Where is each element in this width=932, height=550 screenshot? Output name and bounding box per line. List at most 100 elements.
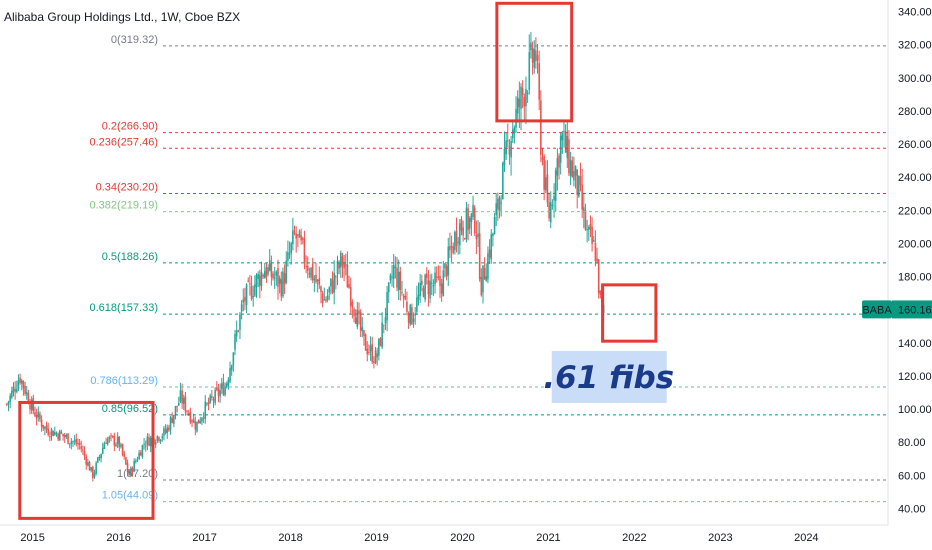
candle-body: [425, 273, 428, 278]
candle-body: [553, 195, 555, 201]
candle-body: [561, 133, 564, 141]
candle-body: [287, 251, 289, 261]
y-tick-label: 300.00: [898, 73, 932, 85]
candle-body: [371, 344, 374, 362]
candle-body: [275, 271, 278, 277]
candle-body: [346, 264, 349, 288]
candle-body: [387, 282, 390, 293]
candle-body: [293, 232, 296, 234]
candle-body: [586, 229, 588, 231]
candle-body: [473, 207, 476, 234]
candle-body: [328, 287, 331, 293]
candle-body: [500, 202, 502, 204]
candle-body: [12, 386, 15, 393]
candle-body: [391, 276, 393, 278]
candle-body: [111, 435, 114, 438]
candle-body: [20, 380, 23, 384]
candle-body: [440, 283, 443, 294]
candle-body: [566, 136, 569, 158]
candle-body: [295, 233, 297, 239]
candle-body: [323, 299, 326, 301]
candle-body: [543, 156, 545, 190]
candle-body: [444, 263, 446, 269]
candle-body: [92, 466, 94, 479]
candle-body: [262, 275, 264, 277]
candle-body: [73, 440, 76, 442]
candle-body: [212, 399, 215, 401]
candle-body: [359, 311, 362, 331]
candle-body: [229, 368, 231, 382]
candle-body: [556, 158, 559, 176]
y-tick-label: 260.00: [898, 139, 932, 151]
fib-label: 0.236(257.46): [90, 136, 159, 148]
candle-body: [222, 382, 225, 395]
candle-body: [168, 427, 170, 431]
candle-body: [120, 444, 122, 447]
candle-body: [394, 266, 397, 268]
candle-body: [118, 436, 121, 447]
x-tick-label: 2015: [20, 532, 44, 544]
candle-body: [452, 246, 455, 253]
candle-body: [376, 353, 378, 358]
candle-body: [219, 390, 221, 397]
box-layer: [18, 1, 658, 520]
candle-body: [70, 441, 73, 444]
y-tick-label: 100.00: [898, 404, 932, 416]
candle-body: [90, 467, 92, 471]
candle-body: [439, 275, 441, 287]
candle-body: [136, 459, 139, 461]
candle-body: [108, 436, 111, 439]
y-tick-label: 340.00: [898, 7, 932, 19]
candle-body: [541, 157, 544, 161]
x-tick-label: 2017: [192, 532, 216, 544]
candle-body: [300, 235, 302, 241]
candle-body: [445, 265, 448, 277]
candle-body: [457, 241, 459, 243]
candle-body: [478, 233, 481, 280]
candle-body: [535, 50, 537, 62]
candle-body: [169, 417, 172, 430]
candle-body: [62, 433, 64, 437]
candle-body: [574, 165, 577, 176]
candle-body: [437, 276, 440, 278]
x-tick-label: 2018: [278, 532, 302, 544]
candle-body: [113, 436, 116, 446]
candle-body: [217, 388, 220, 396]
candle-body: [103, 443, 106, 449]
candle-body: [321, 293, 324, 304]
candle-body: [409, 305, 412, 325]
candle-body: [576, 170, 579, 195]
candle-body: [508, 146, 511, 155]
x-tick-label: 2022: [622, 532, 646, 544]
price-axis[interactable]: 40.0060.0080.00100.00120.00140.00160.001…: [898, 7, 932, 516]
candle-body: [57, 433, 59, 440]
candle-body: [487, 253, 489, 280]
candle-body: [414, 314, 417, 316]
candle-body: [227, 379, 230, 386]
candle-body: [273, 277, 276, 279]
time-axis[interactable]: 2015 2016 2017 2018 2019 2020 2021 2022 2023 2024: [20, 532, 818, 544]
candle-body: [424, 274, 426, 300]
candle-body: [348, 284, 350, 288]
candle-body: [417, 294, 420, 300]
candle-body: [515, 108, 517, 128]
fib-label: 0.5(188.26): [102, 251, 158, 263]
candle-body: [82, 449, 84, 451]
candle-body: [354, 317, 357, 324]
candle-body: [161, 436, 164, 439]
candle-body: [546, 174, 549, 203]
candle-body: [475, 235, 478, 240]
candle-body: [369, 345, 372, 352]
candle-body: [194, 421, 197, 430]
candle-body: [340, 252, 342, 268]
candle-body: [298, 231, 301, 238]
candle-body: [186, 410, 188, 412]
candle-body: [477, 233, 479, 237]
x-tick-label: 2016: [106, 532, 130, 544]
candle-body: [255, 274, 258, 288]
candle-body: [597, 259, 600, 293]
candle-body: [349, 287, 352, 306]
candle-body: [399, 271, 402, 290]
